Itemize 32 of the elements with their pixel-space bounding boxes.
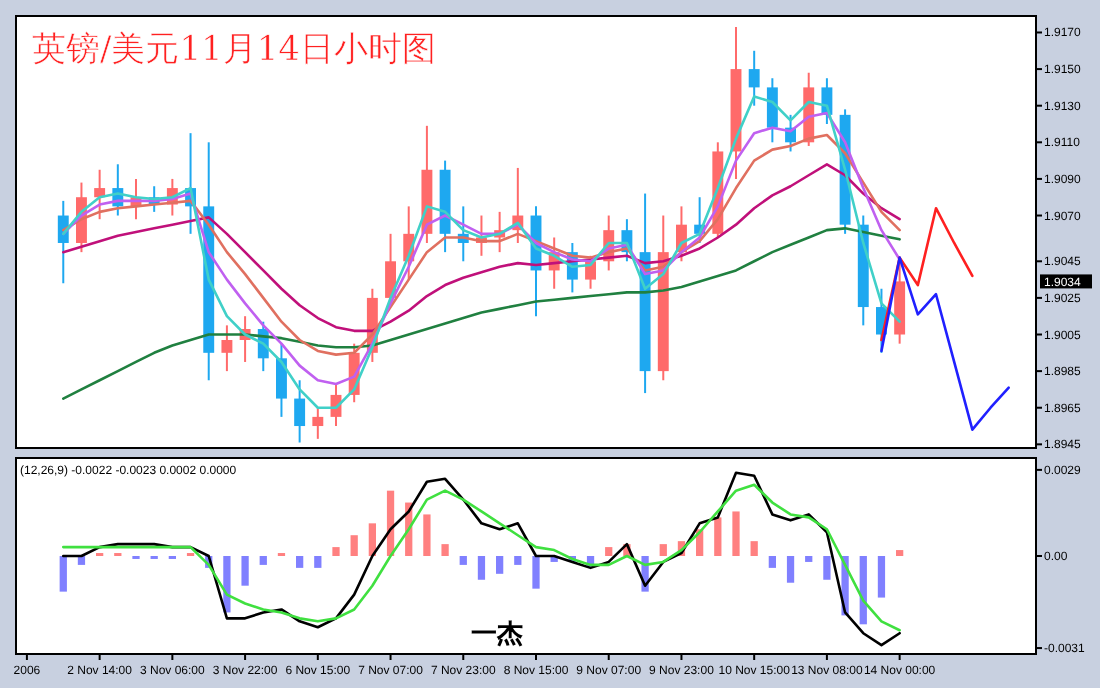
bar [296, 556, 304, 568]
bar [496, 556, 504, 574]
bar [823, 556, 831, 580]
bar [805, 556, 813, 562]
bar [896, 550, 904, 556]
bar [732, 511, 740, 556]
bar [605, 547, 613, 556]
bar [314, 556, 322, 568]
bar [714, 517, 722, 556]
bar [659, 544, 667, 556]
line-series [61, 162, 901, 333]
bar [750, 541, 758, 556]
bar [350, 535, 358, 556]
bar [59, 556, 67, 592]
bar [532, 556, 540, 589]
bar [768, 556, 776, 568]
line-series [880, 206, 974, 342]
bar [368, 523, 376, 556]
bar [786, 556, 795, 583]
line-series [61, 227, 901, 400]
bar [514, 556, 522, 565]
bar [241, 556, 249, 586]
bar [423, 514, 431, 556]
bar [332, 547, 340, 556]
bar [877, 556, 886, 598]
bar [477, 556, 486, 580]
text: 英镑/美元11月14日小时图 [32, 30, 436, 70]
bar [459, 556, 467, 565]
bar [259, 556, 267, 565]
bar [441, 544, 449, 556]
annotation: 一杰 [470, 620, 523, 650]
line-series [880, 256, 1011, 431]
